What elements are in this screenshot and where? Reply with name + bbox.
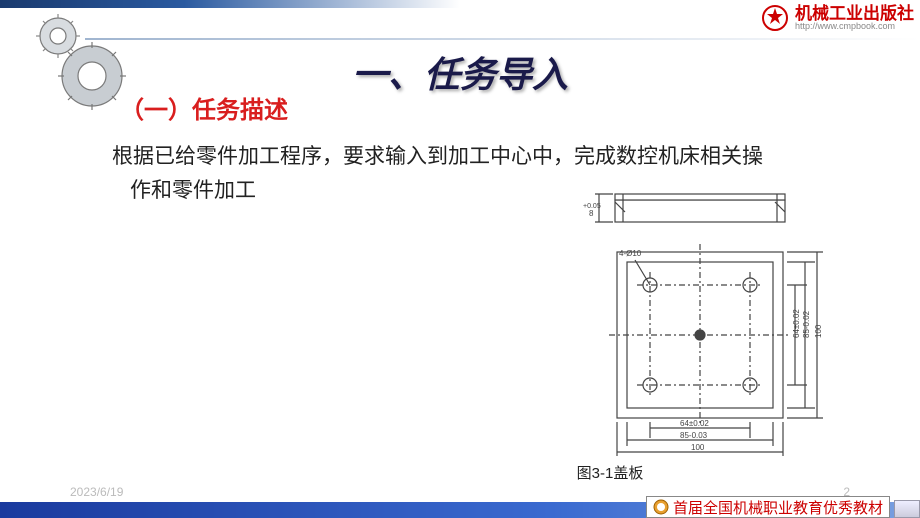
dim-100w: 100 <box>691 443 705 452</box>
top-line-decor <box>85 38 920 40</box>
publisher-logo-icon <box>761 4 789 32</box>
dim-100h: 100 <box>814 324 823 338</box>
subtitle: （一）任务描述 <box>120 90 288 125</box>
body-line1: 根据已给零件加工程序，要求输入到加工中心中，完成数控机床相关操 <box>112 145 763 168</box>
publisher-block: 机械工业出版社 http://www.cmpbook.com <box>761 4 914 32</box>
award-text: 首届全国机械职业教育优秀教材 <box>673 497 883 518</box>
dim-top-h: 8 <box>589 209 594 218</box>
body-line2: 作和零件加工 <box>112 174 256 208</box>
engineering-diagram: +0.05 8 4-Ø10 <box>575 182 825 462</box>
dim-85h: 85-0.02 <box>802 310 811 338</box>
dim-inner-h: 64±0.02 <box>792 309 801 338</box>
figure-caption: 图3-1盖板 <box>0 462 920 483</box>
publisher-url: http://www.cmpbook.com <box>795 22 914 31</box>
publisher-name: 机械工业出版社 <box>795 5 914 22</box>
dim-inner-w: 64±0.02 <box>680 419 709 428</box>
dim-holes: 4-Ø10 <box>619 249 642 258</box>
dim-85w: 85-0.03 <box>680 431 708 440</box>
award-icon <box>653 499 669 515</box>
side-tab <box>894 500 920 518</box>
award-box: 首届全国机械职业教育优秀教材 <box>646 496 890 518</box>
footer-date: 2023/6/19 <box>70 485 123 499</box>
